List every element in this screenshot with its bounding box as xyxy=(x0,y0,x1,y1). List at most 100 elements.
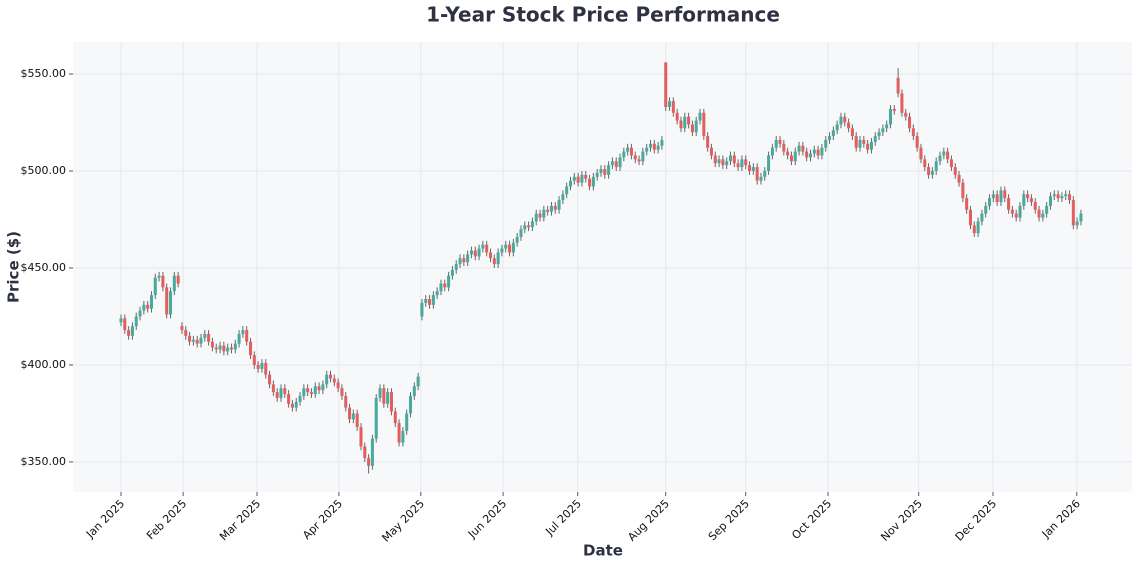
candle-body xyxy=(184,330,188,336)
x-tick-label: Mar 2025 xyxy=(217,497,263,543)
candle-body xyxy=(645,147,649,152)
candle-body xyxy=(930,170,934,175)
candle-body xyxy=(618,157,622,168)
y-tick-label: $350.00 xyxy=(21,455,67,468)
candle-body xyxy=(355,413,359,428)
candle-body xyxy=(218,345,222,350)
x-axis-label: Date xyxy=(583,542,623,560)
candle-body xyxy=(542,209,546,218)
candle-body xyxy=(1064,194,1068,197)
candle-body xyxy=(500,248,504,253)
candle-body xyxy=(412,386,416,396)
candle-body xyxy=(290,403,294,408)
candle-body xyxy=(584,174,588,179)
candle-body xyxy=(725,161,729,166)
candle-body xyxy=(226,347,230,352)
candle-body xyxy=(370,438,374,466)
candle-body xyxy=(294,401,298,408)
candle-body xyxy=(527,225,531,228)
candle-body xyxy=(1071,200,1075,226)
candle-body xyxy=(824,139,828,148)
candle-body xyxy=(877,132,881,137)
candle-body xyxy=(530,221,534,228)
candle-body xyxy=(123,318,127,331)
y-axis-label: Price ($) xyxy=(5,231,23,303)
candle-body xyxy=(245,330,249,342)
candle-body xyxy=(1048,196,1053,206)
candle-body xyxy=(888,108,893,125)
candle-body xyxy=(134,316,138,327)
candle-body xyxy=(447,275,451,288)
x-tick-label: Apr 2025 xyxy=(300,497,345,542)
candle-body xyxy=(515,236,519,243)
candle-body xyxy=(885,124,889,129)
candle-body xyxy=(637,159,641,162)
candle-body xyxy=(660,139,664,146)
candle-body xyxy=(812,149,816,154)
candle-body xyxy=(519,229,523,237)
candle-body xyxy=(492,258,496,265)
candle-body xyxy=(431,295,435,305)
candle-body xyxy=(904,112,908,117)
candle-body xyxy=(1014,213,1018,218)
candle-body xyxy=(744,159,748,166)
candle-body xyxy=(965,198,969,210)
candle-body xyxy=(443,283,447,288)
candle-body xyxy=(325,374,329,385)
candle-body xyxy=(424,299,428,303)
candle-body xyxy=(984,205,988,214)
candle-body xyxy=(687,116,691,125)
candle-body xyxy=(207,333,211,342)
candle-body xyxy=(629,147,633,156)
candle-body xyxy=(854,136,858,148)
candle-body xyxy=(222,345,226,352)
x-tick-label: Oct 2025 xyxy=(789,497,834,542)
candle-body xyxy=(176,275,180,284)
candle-body xyxy=(847,122,851,129)
candle-body xyxy=(340,388,344,396)
candle-body xyxy=(462,258,466,263)
candle-body xyxy=(820,147,824,156)
candle-body xyxy=(336,382,340,389)
x-tick-label: Jan 2025 xyxy=(83,497,127,541)
candle-body xyxy=(919,147,923,160)
candle-body xyxy=(287,394,291,404)
candle-body xyxy=(561,194,565,201)
candle-body xyxy=(408,395,413,414)
candle-body xyxy=(896,77,900,94)
candle-body xyxy=(256,364,260,369)
candle-body xyxy=(911,128,915,137)
candle-body xyxy=(172,275,176,292)
candle-body xyxy=(389,392,393,412)
candle-body xyxy=(386,392,390,404)
candle-body xyxy=(241,330,245,334)
candle-body xyxy=(588,178,592,187)
candle-body xyxy=(248,341,253,356)
candle-body xyxy=(641,151,645,162)
candle-body xyxy=(991,194,995,199)
candle-body xyxy=(275,392,279,398)
candle-body xyxy=(344,395,348,408)
candle-body xyxy=(759,176,763,181)
candle-body xyxy=(828,136,832,140)
candle-body xyxy=(957,174,961,183)
candle-body xyxy=(976,221,980,234)
candle-body xyxy=(367,458,371,466)
candle-body xyxy=(881,128,885,133)
candle-body xyxy=(793,151,797,162)
candle-body xyxy=(728,155,733,162)
candle-body xyxy=(873,136,877,142)
candle-body xyxy=(576,176,580,183)
candle-body xyxy=(633,155,637,160)
candle-body xyxy=(1041,213,1045,218)
candle-body xyxy=(915,136,919,148)
candle-body xyxy=(1022,194,1026,206)
candle-body xyxy=(203,333,207,338)
candle-body xyxy=(393,411,397,424)
candle-body xyxy=(748,165,752,171)
plot-area xyxy=(73,42,1132,492)
candle-body xyxy=(149,295,153,309)
candle-body xyxy=(717,159,721,164)
candle-body xyxy=(138,310,142,317)
candle-body xyxy=(504,244,508,249)
